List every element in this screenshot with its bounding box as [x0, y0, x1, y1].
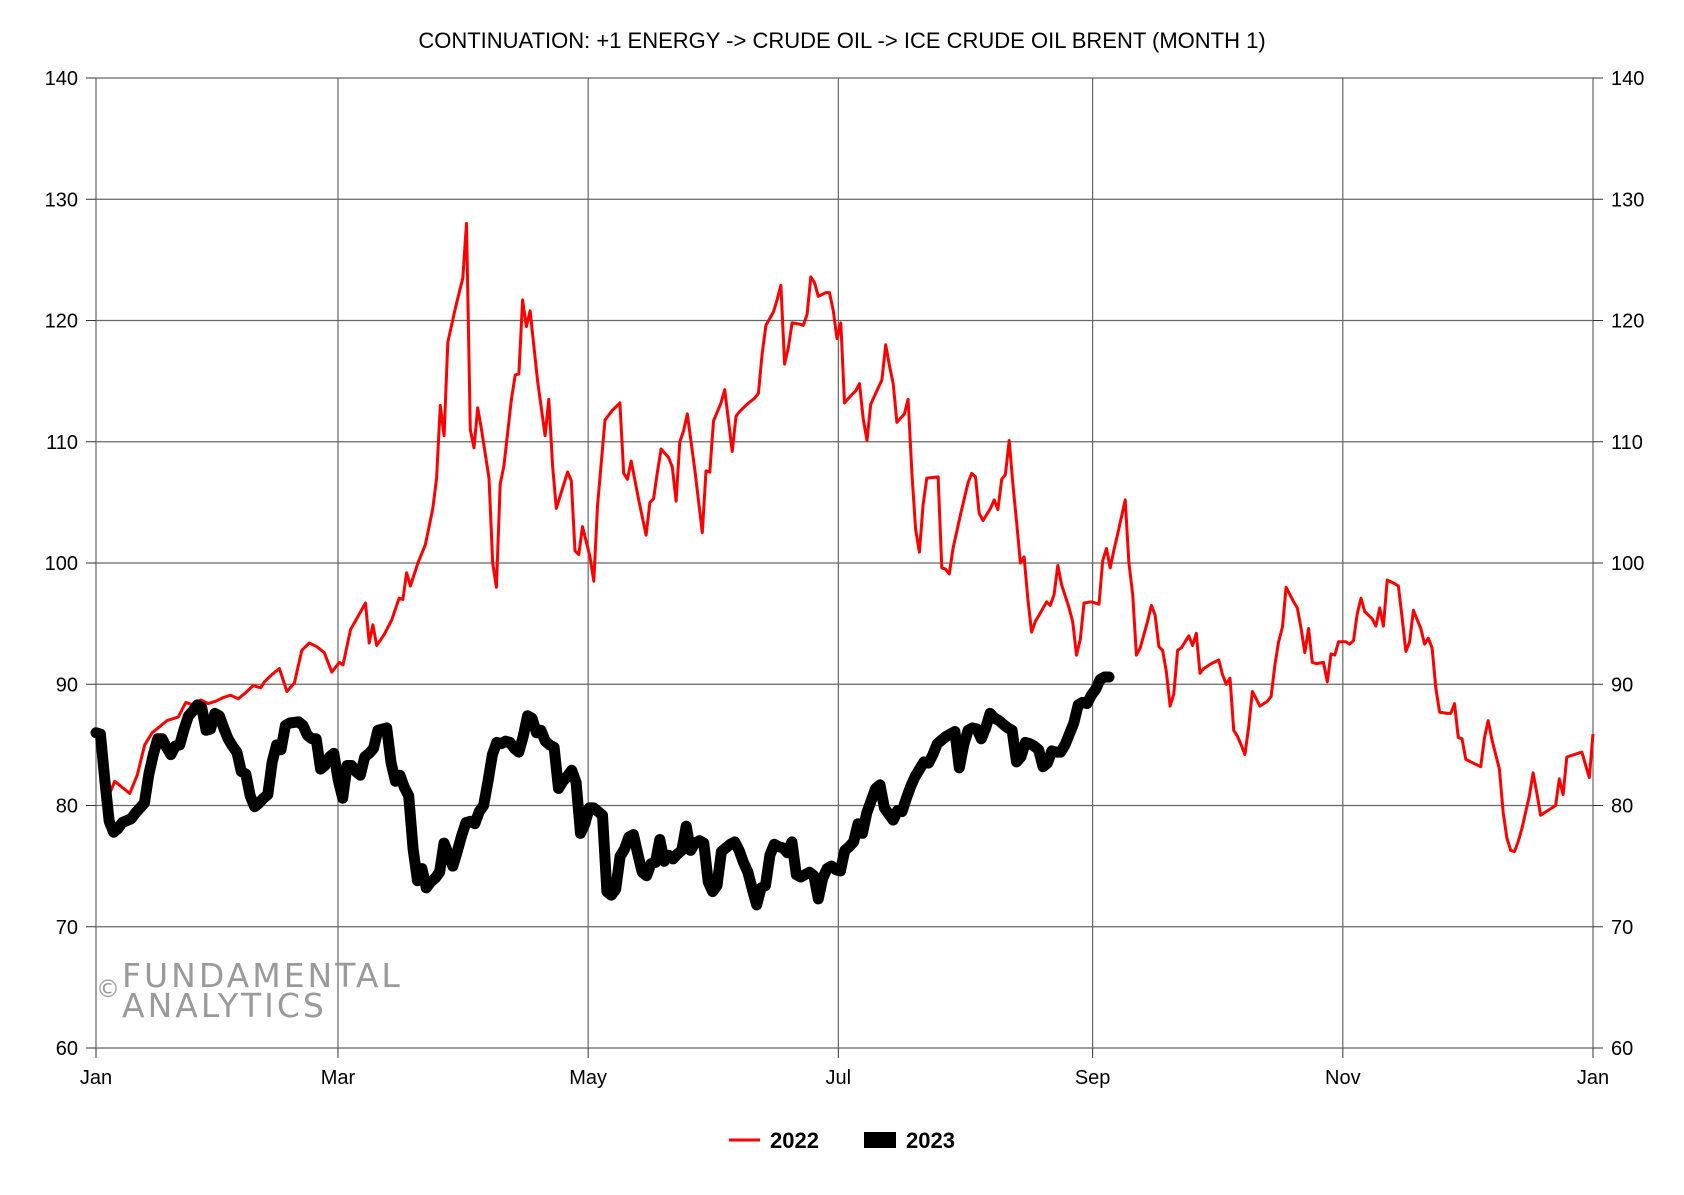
- watermark-line1: FUNDAMENTAL: [122, 956, 403, 995]
- tick-label-x: Sep: [1075, 1067, 1111, 1089]
- tick-label-x: May: [569, 1067, 607, 1089]
- grid: [95, 77, 1594, 1049]
- tick-label-y-left: 100: [45, 553, 78, 575]
- tick-label-y-left: 90: [56, 674, 78, 696]
- legend-swatch-2023: [864, 1132, 896, 1148]
- tick-label-y-right: 60: [1611, 1038, 1633, 1060]
- tick-label-y-right: 110: [1611, 432, 1643, 454]
- tick-label-y-left: 80: [56, 796, 78, 818]
- tick-label-x: Mar: [321, 1067, 356, 1089]
- tick-label-y-right: 120: [1611, 311, 1644, 333]
- tick-label-y-right: 70: [1611, 917, 1633, 939]
- legend-label-2022: 2022: [770, 1128, 819, 1153]
- tick-label-y-right: 100: [1611, 553, 1644, 575]
- watermark-copyright: ©: [96, 975, 120, 1003]
- tick-label-x: Nov: [1325, 1067, 1361, 1089]
- legend: 2022 2023: [729, 1128, 955, 1153]
- legend-item-2023: 2023: [864, 1128, 955, 1153]
- tick-label-y-left: 140: [45, 68, 78, 90]
- tick-label-y-left: 60: [56, 1038, 78, 1060]
- tick-label-y-right: 90: [1611, 674, 1633, 696]
- legend-item-2022: 2022: [729, 1128, 819, 1153]
- tick-label-y-right: 130: [1611, 189, 1644, 211]
- tick-label-y-left: 110: [46, 432, 78, 454]
- watermark-line2: ANALYTICS: [122, 986, 327, 1025]
- series-line-2022: [94, 222, 1595, 854]
- tick-label-y-right: 80: [1611, 796, 1633, 818]
- tick-label-x: Jan: [80, 1067, 112, 1089]
- tick-label-y-right: 140: [1611, 68, 1644, 90]
- chart-title: CONTINUATION: +1 ENERGY -> CRUDE OIL -> …: [418, 28, 1265, 53]
- watermark: © FUNDAMENTAL ANALYTICS: [96, 956, 403, 1025]
- tick-label-y-left: 130: [45, 189, 78, 211]
- tick-label-x: Jan: [1577, 1067, 1609, 1089]
- tick-label-y-left: 70: [56, 917, 78, 939]
- legend-label-2023: 2023: [906, 1128, 955, 1153]
- tick-label-y-left: 120: [45, 311, 78, 333]
- tick-label-x: Jul: [826, 1067, 852, 1089]
- axes: 60 60 70 70 80 80 90 90 100 100 110 110 120 120 130 130…: [45, 68, 1645, 1089]
- series: [90, 222, 1595, 911]
- series-line-2023: [90, 671, 1115, 911]
